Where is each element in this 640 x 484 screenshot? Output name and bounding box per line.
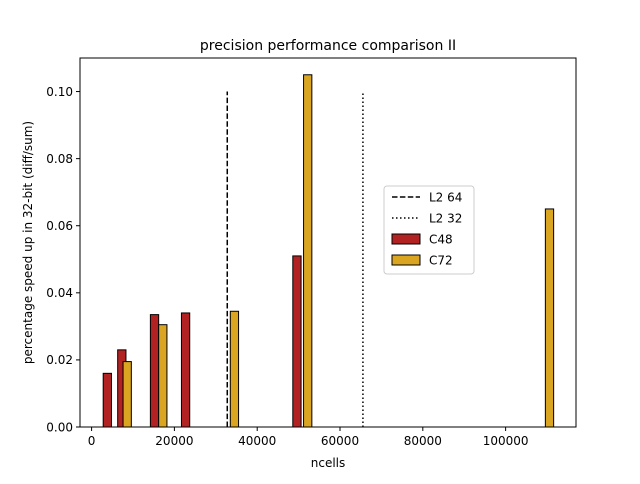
x-tick-label: 0 [88,434,96,448]
y-tick-label: 0.06 [46,219,73,233]
legend: L2 64 L2 32 C48 C72 [383,185,475,275]
x-tick-label: 80000 [404,434,442,448]
reference-lines-layer [226,91,364,427]
legend-label: C72 [429,254,453,268]
bar-c48-4 [292,255,302,428]
x-axis: 0 20000 40000 60000 80000 100000 [88,427,529,448]
legend-swatch-c48 [391,233,421,245]
bars-layer [102,74,555,428]
bar-c48-0 [102,372,112,428]
bar-c72-2 [229,310,240,428]
bar-c48-2 [149,314,160,428]
plot-area-frame [79,57,577,428]
y-tick-label: 0.08 [46,152,73,166]
y-axis: 0.00 0.02 0.04 0.06 0.08 0.10 [46,85,80,434]
y-tick-label: 0.04 [46,286,73,300]
y-tick-label: 0.00 [46,420,73,434]
legend-box [383,185,475,275]
y-tick-label: 0.10 [46,85,73,99]
y-axis-label: percentage speed up in 32-bit (diff/sum) [21,121,35,364]
legend-label: C48 [429,233,453,247]
y-tick-label: 0.02 [46,353,73,367]
x-tick-label: 60000 [321,434,359,448]
bar-c72-0 [122,361,132,428]
x-tick-label: 40000 [238,434,276,448]
bar-c72-3 [303,74,313,428]
chart-title: precision performance comparison II [200,38,456,54]
legend-label: L2 32 [429,212,462,226]
x-axis-label: ncells [311,456,346,470]
x-tick-label: 100000 [483,434,529,448]
legend-label: L2 64 [429,191,462,205]
bar-c48-3 [180,312,191,428]
legend-swatch-c72 [391,254,421,266]
bar-c72-1 [158,324,168,428]
bar-c72-4 [544,208,555,428]
x-tick-label: 20000 [155,434,193,448]
